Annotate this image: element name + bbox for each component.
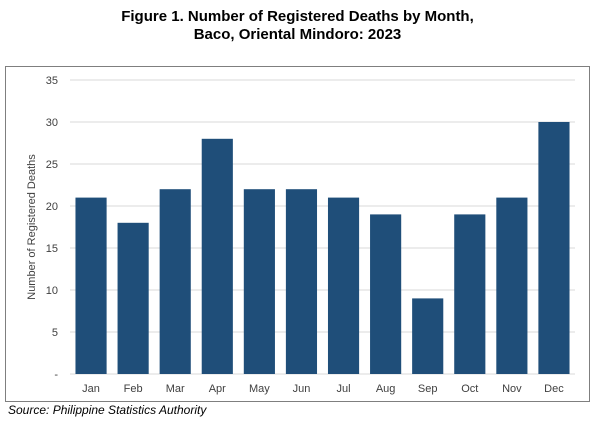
bar <box>75 197 107 374</box>
bar <box>370 214 402 374</box>
y-tick-label: 35 <box>46 75 58 87</box>
bar <box>285 189 318 374</box>
x-tick-label: Dec <box>544 383 564 395</box>
x-tick-label: Feb <box>124 383 143 395</box>
bar <box>159 189 191 374</box>
x-tick-label: Sep <box>418 383 438 395</box>
x-tick-label: Mar <box>166 383 185 395</box>
y-tick-label: 5 <box>52 327 58 339</box>
x-tick-label: May <box>249 383 270 395</box>
x-tick-label: Nov <box>502 383 522 395</box>
y-tick-label: 10 <box>46 285 58 297</box>
chart-title-line-2: Baco, Oriental Mindoro: 2023 <box>193 26 402 43</box>
x-tick-label: Aug <box>376 383 396 395</box>
y-tick-label: 20 <box>46 201 58 213</box>
x-tick-label: Jun <box>293 383 311 395</box>
y-tick-label: 30 <box>46 117 58 129</box>
chart-title-line-1: Figure 1. Number of Registered Deaths by… <box>121 8 474 25</box>
bar <box>496 197 528 374</box>
y-tick-label: 15 <box>46 243 58 255</box>
y-tick-label: - <box>54 369 58 381</box>
x-tick-label: Oct <box>461 383 478 395</box>
source-note: Source: Philippine Statistics Authority <box>8 403 207 417</box>
bar <box>243 189 275 374</box>
bar <box>454 214 486 374</box>
x-tick-label: Apr <box>209 383 226 395</box>
bar <box>412 298 444 374</box>
bar <box>201 138 233 374</box>
y-axis-label: Number of Registered Deaths <box>26 154 38 300</box>
bar <box>117 222 149 374</box>
chart-title: Figure 1. Number of Registered Deaths by… <box>0 8 595 44</box>
bar <box>327 197 360 374</box>
bar <box>538 122 570 374</box>
x-tick-label: Jan <box>82 383 100 395</box>
y-tick-label: 25 <box>46 159 58 171</box>
x-tick-label: Jul <box>337 383 351 395</box>
